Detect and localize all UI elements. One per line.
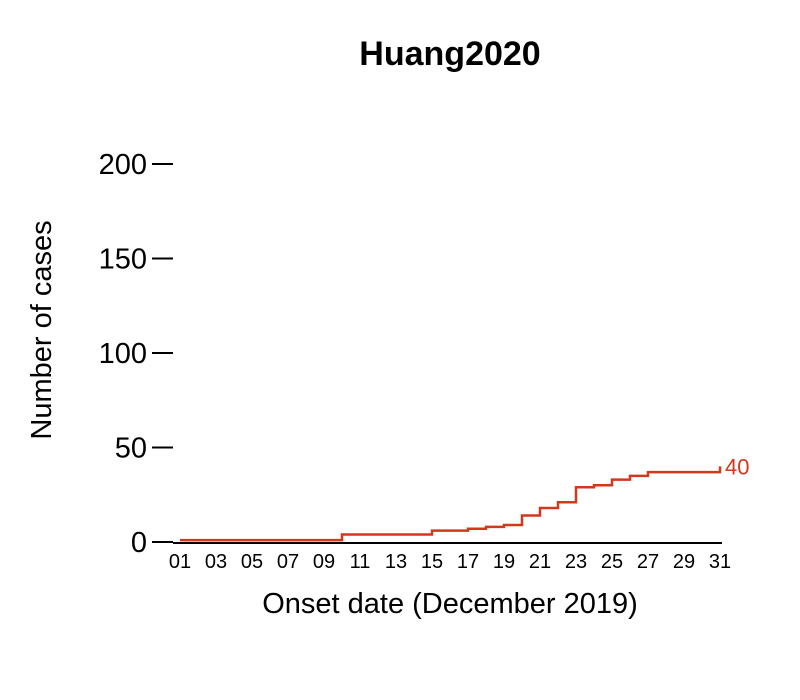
y-axis-label: Number of cases bbox=[26, 220, 58, 439]
x-axis-label: Onset date (December 2019) bbox=[262, 588, 638, 620]
y-tick-label: 150 bbox=[99, 244, 147, 276]
y-tick-label: 50 bbox=[115, 433, 147, 465]
x-tick-label: 09 bbox=[313, 551, 335, 573]
series-layer: 40 bbox=[180, 454, 749, 542]
chart-title: Huang2020 bbox=[359, 35, 540, 73]
y-tick-label: 200 bbox=[99, 149, 147, 181]
x-tick-label: 25 bbox=[601, 551, 623, 573]
x-tick-label: 23 bbox=[565, 551, 587, 573]
x-axis: 01 03 05 07 09 11 13 15 17 19 21 23 25 27 29 31 bbox=[169, 542, 731, 573]
x-tick-label: 15 bbox=[421, 551, 443, 573]
y-axis: 0 50 100 150 200 bbox=[99, 149, 173, 559]
series-line bbox=[180, 466, 722, 542]
x-tick-label: 01 bbox=[169, 551, 191, 573]
end-value-label: 40 bbox=[725, 454, 749, 479]
y-tick-label: 100 bbox=[99, 338, 147, 370]
x-tick-label: 13 bbox=[385, 551, 407, 573]
x-tick-label: 21 bbox=[529, 551, 551, 573]
y-tick-label: 0 bbox=[131, 527, 147, 559]
x-tick-label: 31 bbox=[709, 551, 731, 573]
x-tick-label: 17 bbox=[457, 551, 479, 573]
x-tick-label: 05 bbox=[241, 551, 263, 573]
x-tick-label: 27 bbox=[637, 551, 659, 573]
x-tick-label: 29 bbox=[673, 551, 695, 573]
x-tick-label: 11 bbox=[350, 551, 371, 573]
x-tick-label: 19 bbox=[493, 551, 515, 573]
x-tick-label: 03 bbox=[205, 551, 227, 573]
x-tick-label: 07 bbox=[277, 551, 299, 573]
